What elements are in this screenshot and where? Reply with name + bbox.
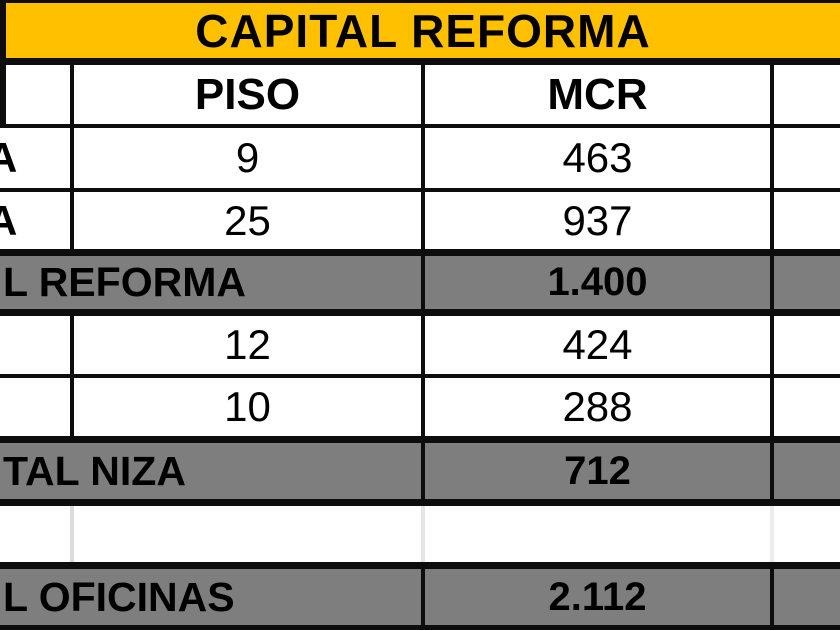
empty-row-cell[interactable] (0, 506, 840, 562)
piso-cell[interactable]: 12 (74, 316, 421, 374)
column-gridline (770, 506, 774, 562)
row-label-fragment: A (0, 134, 18, 181)
header-cell-piso[interactable]: PISO (74, 65, 421, 124)
extra-cell[interactable] (774, 256, 840, 309)
table-title[interactable]: CAPITAL REFORMA (6, 3, 840, 58)
header-cell-blank[interactable] (6, 65, 70, 124)
table-row: 10 288 (0, 378, 840, 436)
extra-cell[interactable] (774, 378, 840, 436)
total-row-oficinas: L OFICINAS 2.112 (0, 569, 840, 625)
title-banner-row: CAPITAL REFORMA (0, 3, 840, 58)
header-cell-mcr[interactable]: MCR (425, 65, 770, 124)
total-row-niza: TAL NIZA 712 (0, 443, 840, 499)
table-row: 12 424 (0, 316, 840, 374)
total-value-cell[interactable]: 1.400 (425, 256, 770, 309)
extra-cell[interactable] (774, 192, 840, 249)
mcr-cell[interactable]: 463 (425, 128, 770, 188)
total-label-cell[interactable]: L OFICINAS (0, 569, 421, 625)
piso-cell[interactable]: 25 (74, 192, 421, 249)
header-cell-right[interactable] (774, 65, 840, 124)
total-label-cell[interactable]: L REFORMA (0, 256, 421, 309)
total-value-cell[interactable]: 2.112 (425, 569, 770, 625)
row-label-cell[interactable] (0, 378, 70, 436)
total-row-reforma: L REFORMA 1.400 (0, 256, 840, 309)
table-row: A 9 463 (0, 128, 840, 188)
empty-row (0, 506, 840, 562)
extra-cell[interactable] (774, 443, 840, 499)
mcr-cell[interactable]: 288 (425, 378, 770, 436)
row-label-cell[interactable]: A (0, 192, 70, 249)
header-row: PISO MCR (0, 65, 840, 124)
row-label-cell[interactable]: A (0, 128, 70, 188)
row-label-cell[interactable] (0, 316, 70, 374)
total-label-cell[interactable]: TAL NIZA (0, 443, 421, 499)
mcr-cell[interactable]: 424 (425, 316, 770, 374)
column-gridline (70, 506, 74, 562)
piso-cell[interactable]: 9 (74, 128, 421, 188)
total-value-cell[interactable]: 712 (425, 443, 770, 499)
extra-cell[interactable] (774, 316, 840, 374)
column-gridline (421, 506, 425, 562)
mcr-cell[interactable]: 937 (425, 192, 770, 249)
table-row: A 25 937 (0, 192, 840, 249)
extra-cell[interactable] (774, 128, 840, 188)
piso-cell[interactable]: 10 (74, 378, 421, 436)
extra-cell[interactable] (774, 569, 840, 625)
row-label-fragment: A (0, 196, 18, 244)
